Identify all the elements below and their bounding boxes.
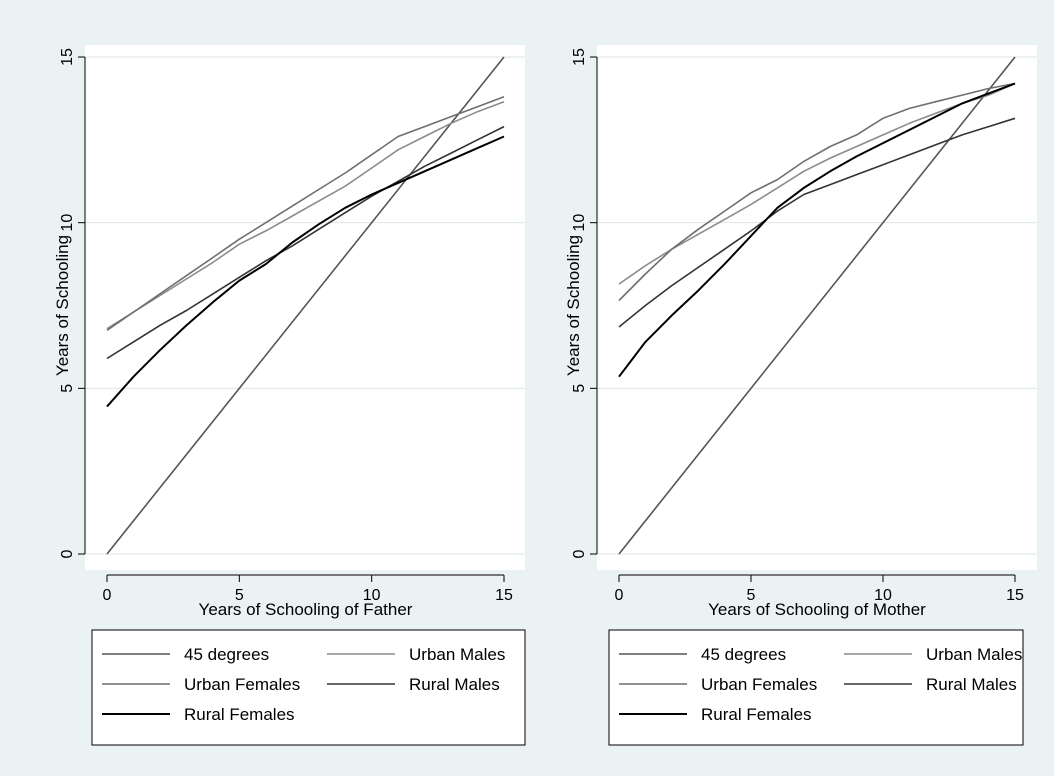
y-tick-label: 10: [59, 214, 76, 232]
legend-label: Rural Males: [926, 675, 1017, 694]
y-tick-label: 15: [59, 48, 76, 66]
legend-label: Rural Females: [184, 705, 295, 724]
x-tick-label: 0: [615, 587, 624, 604]
x-axis-title: Years of Schooling of Father: [199, 600, 413, 619]
series-line-rural-females: [106, 135, 505, 408]
series-line-rural-males: [618, 117, 1016, 328]
y-axis-title: Years of Schooling: [53, 235, 72, 376]
x-tick-label: 0: [103, 587, 112, 604]
x-tick-label: 10: [363, 587, 381, 604]
x-tick-label: 5: [235, 587, 244, 604]
x-axis-title: Years of Schooling of Mother: [708, 600, 926, 619]
legend-label: Rural Females: [701, 705, 812, 724]
x-tick-label: 5: [747, 587, 756, 604]
series-line-urban-females: [106, 96, 505, 332]
legend-box: [91, 629, 526, 746]
y-tick-label: 5: [59, 384, 76, 393]
series-line-rural-males: [106, 125, 505, 360]
plot-area: [85, 45, 525, 570]
series-line-urban-females: [618, 82, 1016, 302]
y-tick-label: 10: [571, 214, 588, 232]
x-tick-label: 15: [495, 587, 513, 604]
series-line-45-degrees: [106, 56, 505, 555]
y-axis-title: Years of Schooling: [564, 235, 583, 376]
legend-label: Urban Females: [184, 675, 300, 694]
chart-panel-2: 0 5 10 15 0 5 10 15 Years of Schooling of Mother…: [564, 45, 1037, 746]
series-line-urban-males: [618, 82, 1016, 285]
legend: 45 degrees Urban Males Urban Females Rural …: [91, 629, 526, 746]
y-tick-label: 5: [571, 384, 588, 393]
y-tick-label: 15: [571, 48, 588, 66]
legend-label: 45 degrees: [701, 645, 786, 664]
x-tick-label: 15: [1006, 587, 1024, 604]
legend-label: Rural Males: [409, 675, 500, 694]
series-line-urban-males: [106, 100, 505, 330]
legend-label: Urban Males: [409, 645, 505, 664]
legend-label: Urban Females: [701, 675, 817, 694]
x-tick-label: 10: [874, 587, 892, 604]
legend-label: Urban Males: [926, 645, 1022, 664]
y-tick-label: 0: [59, 549, 76, 558]
chart-panel-1: 0 5 10 15 0 5 10 15 Years of Schooling of Father…: [53, 45, 526, 746]
y-tick-label: 0: [571, 549, 588, 558]
plot-area: [597, 45, 1037, 570]
legend-box: [608, 629, 1024, 746]
legend: 45 degrees Urban Males Urban Females Rural …: [608, 629, 1024, 746]
legend-label: 45 degrees: [184, 645, 269, 664]
series-line-rural-females: [618, 82, 1016, 378]
